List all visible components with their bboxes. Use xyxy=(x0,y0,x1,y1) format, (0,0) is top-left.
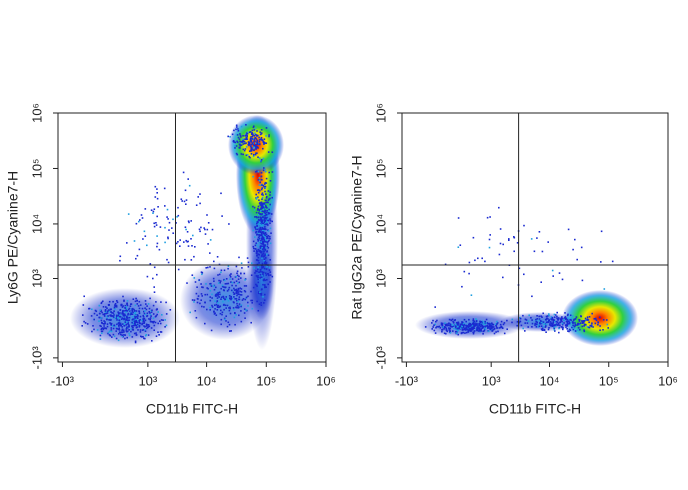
plot-frame xyxy=(401,112,669,363)
y-tick-label: 10³ xyxy=(373,268,388,287)
density-left xyxy=(70,115,284,350)
x-axis-label: CD11b FITC-H xyxy=(489,401,581,417)
x-tick-label: 10⁶ xyxy=(316,373,336,388)
y-tick-label: -10³ xyxy=(29,346,44,370)
x-tick-label: 10³ xyxy=(138,373,157,388)
y-tick-label: 10⁴ xyxy=(29,214,44,234)
y-axis-label: Rat IgG2a PE/Cyanine7-H xyxy=(349,155,365,319)
x-tick-label: 10⁵ xyxy=(599,373,619,388)
density-right xyxy=(415,290,638,346)
y-tick-label: -10³ xyxy=(373,346,388,370)
y-tick-label: 10⁴ xyxy=(373,214,388,234)
x-tick-label: 10³ xyxy=(482,373,501,388)
y-axis-label: Ly6G PE/Cyanine7-H xyxy=(5,171,21,304)
plot-frame xyxy=(57,112,327,363)
x-tick-label: 10⁴ xyxy=(539,373,559,388)
event-dots xyxy=(81,124,614,344)
x-tick-label: -10³ xyxy=(395,373,419,388)
x-axis-label: CD11b FITC-H xyxy=(146,401,238,417)
y-tick-label: 10⁶ xyxy=(29,103,44,123)
y-tick-label: 10⁶ xyxy=(373,103,388,123)
x-tick-label: 10⁴ xyxy=(197,373,217,388)
y-tick-label: 10⁵ xyxy=(373,159,388,179)
x-tick-label: -10³ xyxy=(51,373,75,388)
x-tick-label: 10⁶ xyxy=(658,373,678,388)
y-tick-label: 10⁵ xyxy=(29,159,44,179)
y-tick-label: 10³ xyxy=(29,268,44,287)
x-tick-label: 10⁵ xyxy=(256,373,276,388)
